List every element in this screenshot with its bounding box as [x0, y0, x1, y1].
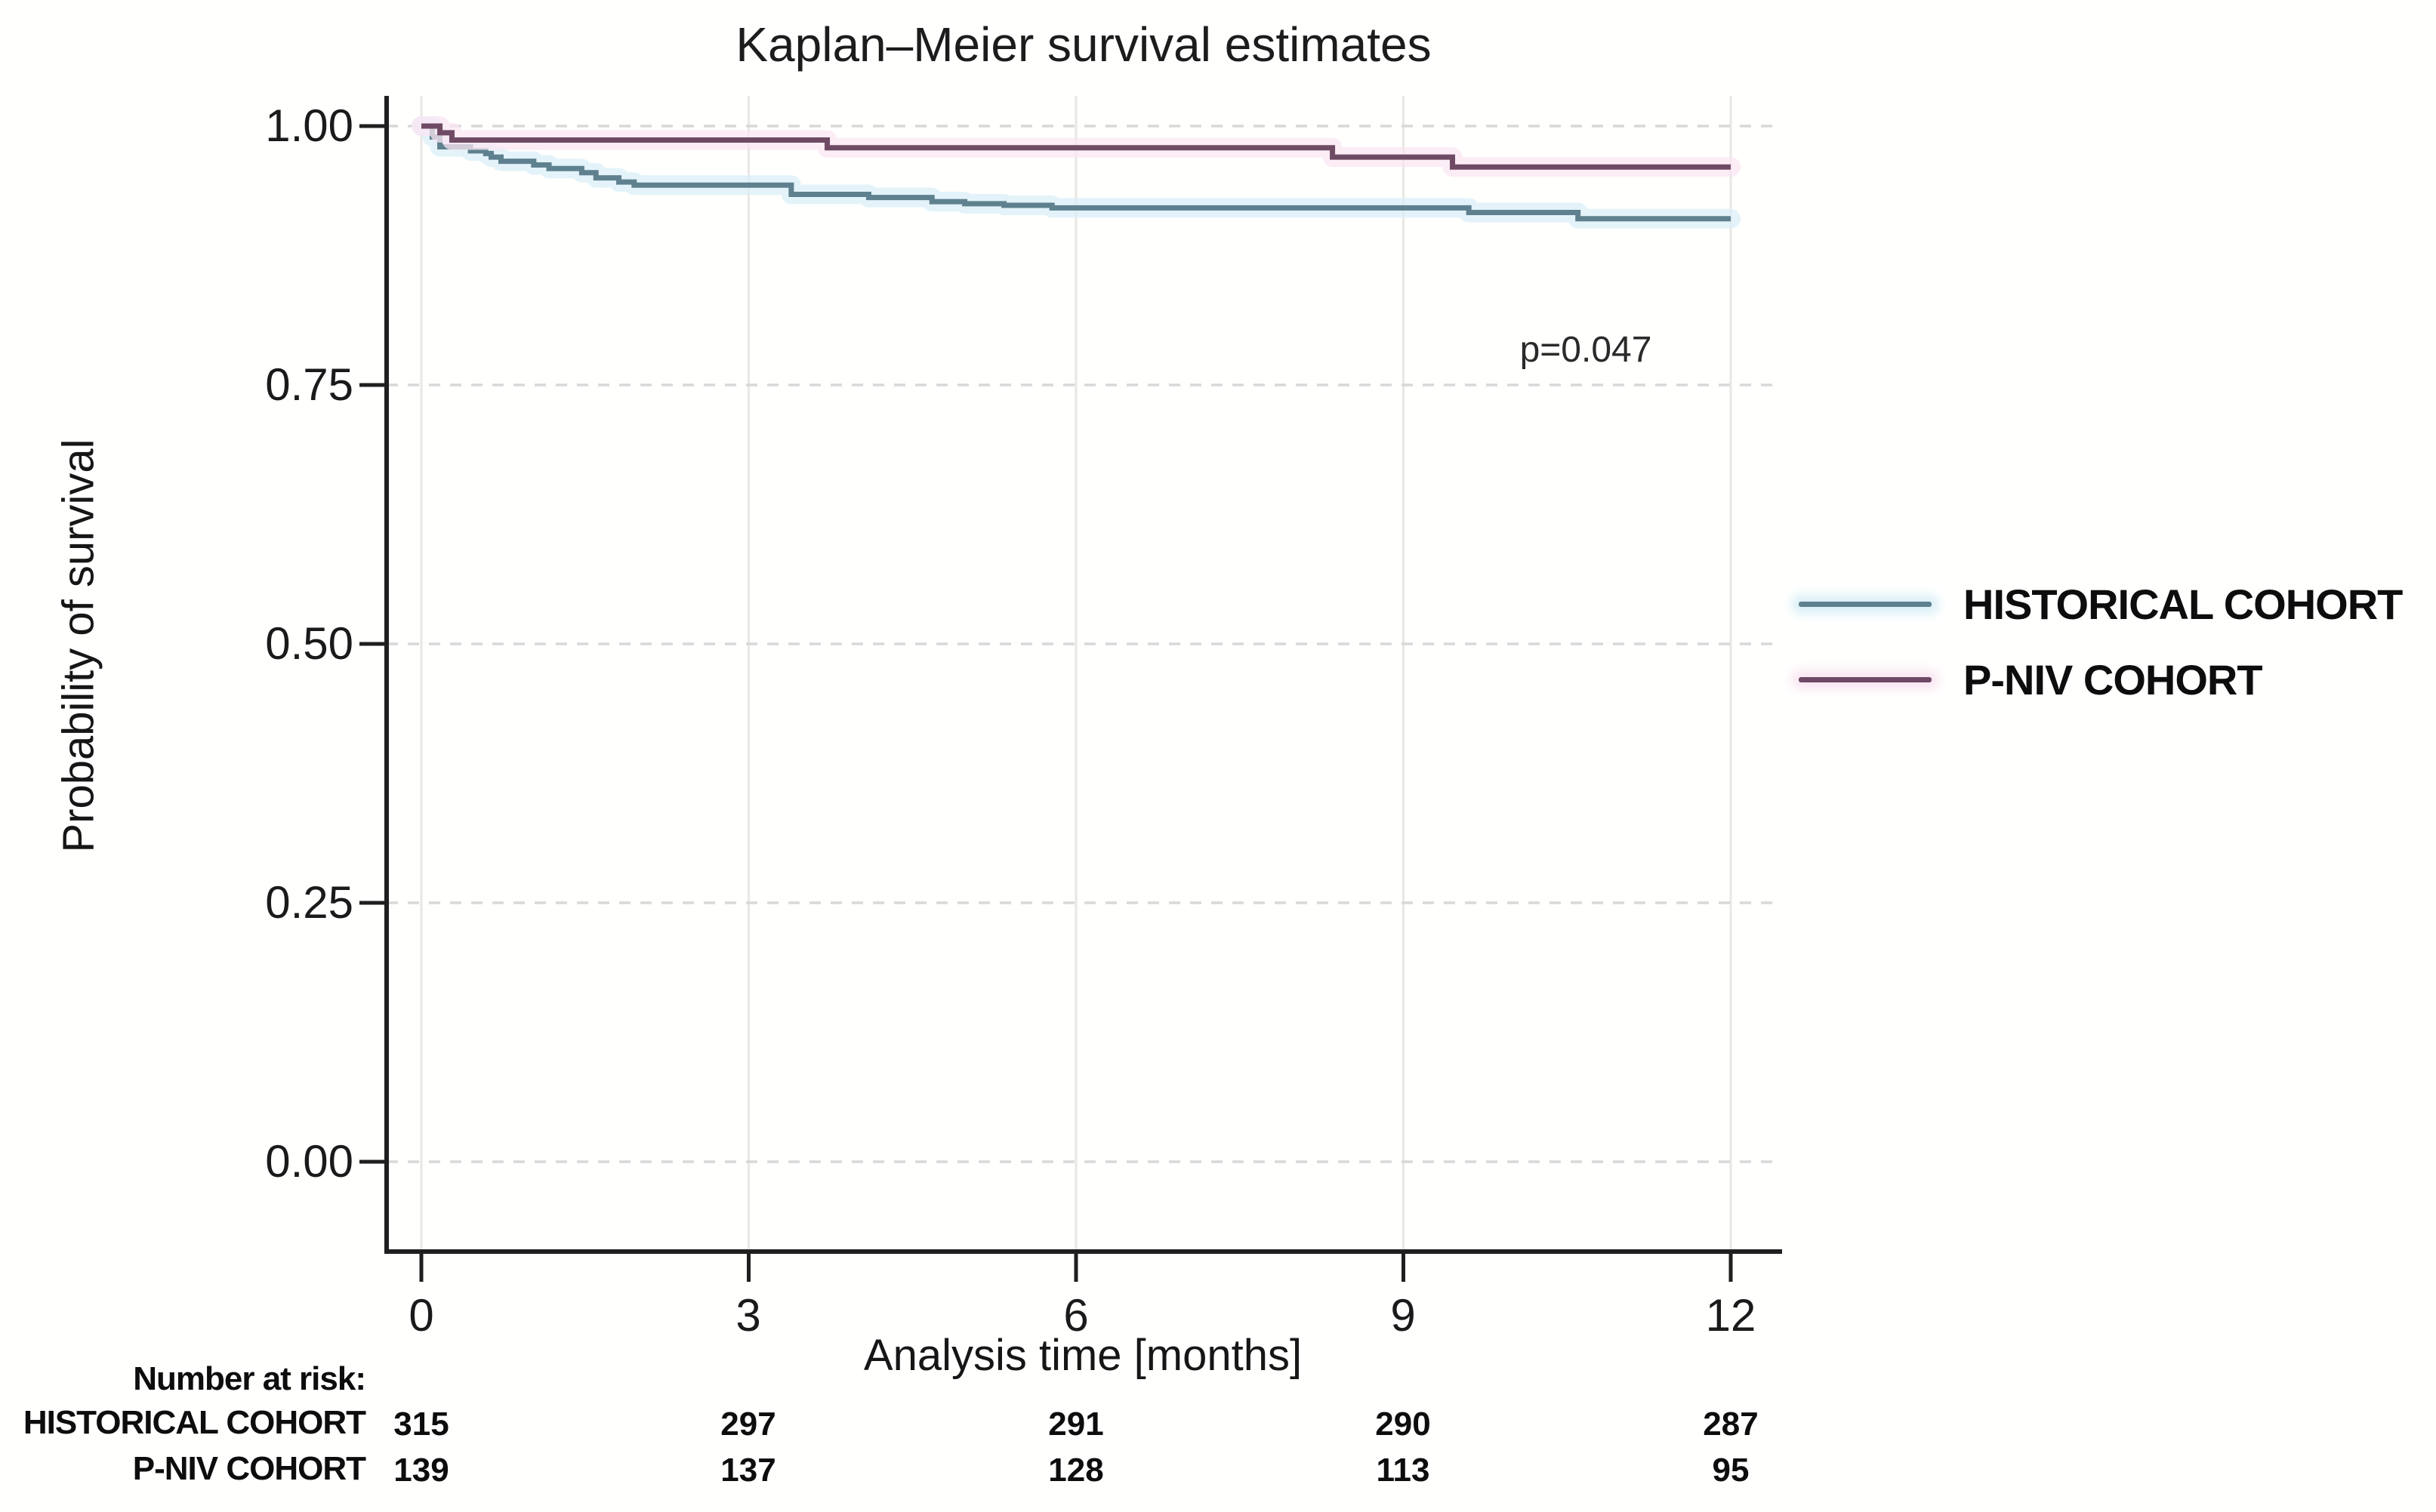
x-tick-label-12: 12 — [1705, 1290, 1756, 1341]
p-value-annotation: p=0.047 — [1519, 330, 1652, 370]
risk-value: 287 — [1703, 1406, 1759, 1443]
legend-line-historical-cohort — [1799, 602, 1932, 607]
y-tick-label-1.00: 1.00 — [265, 100, 353, 151]
risk-row-label-p-niv: P-NIV COHORT — [132, 1450, 366, 1487]
risk-value: 95 — [1712, 1452, 1750, 1489]
legend-label-p-niv-cohort: P-NIV COHORT — [1963, 656, 2263, 704]
x-tick-label-9: 9 — [1390, 1290, 1416, 1341]
x-tick-label-6: 6 — [1063, 1290, 1089, 1341]
x-tick-label-0: 0 — [409, 1290, 434, 1341]
risk-value: 137 — [720, 1452, 776, 1489]
y-tick-label-0.75: 0.75 — [265, 359, 353, 410]
risk-value: 113 — [1376, 1452, 1430, 1489]
x-tick-label-3: 3 — [735, 1290, 761, 1341]
risk-value: 128 — [1048, 1452, 1104, 1489]
legend-label-historical-cohort: HISTORICAL COHORT — [1963, 580, 2403, 628]
risk-table-header: Number at risk: — [133, 1360, 366, 1397]
y-tick-label-0.00: 0.00 — [265, 1136, 353, 1187]
risk-value: 297 — [720, 1406, 776, 1443]
risk-value: 139 — [393, 1452, 449, 1489]
x-axis-label: Analysis time [months] — [863, 1331, 1303, 1380]
legend-line-p-niv-cohort — [1799, 677, 1932, 682]
y-tick-label-0.50: 0.50 — [265, 618, 353, 669]
y-tick-label-0.25: 0.25 — [265, 877, 353, 928]
risk-value: 315 — [393, 1406, 449, 1443]
gridlines — [387, 96, 1782, 1252]
y-axis-label: Probability of survival — [54, 439, 103, 853]
risk-row-label-historical: HISTORICAL COHORT — [23, 1404, 366, 1441]
risk-value: 290 — [1375, 1406, 1431, 1443]
axes-spines-ticks — [359, 96, 1782, 1282]
chart-title: Kaplan–Meier survival estimates — [735, 17, 1432, 72]
survival-curves — [412, 116, 1741, 229]
risk-value: 291 — [1048, 1406, 1104, 1443]
